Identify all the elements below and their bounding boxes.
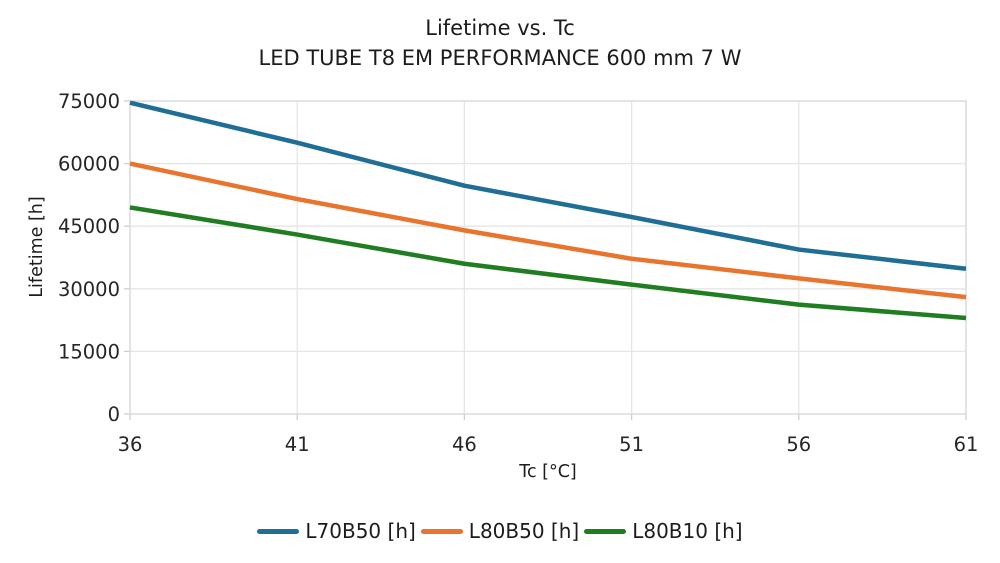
series-line-l70b50 bbox=[129, 100, 967, 272]
plot-frame bbox=[129, 100, 967, 415]
x-tick-label-51: 51 bbox=[619, 433, 644, 456]
x-tick-label-41: 41 bbox=[285, 433, 310, 456]
legend-label: L70B50 [h] bbox=[305, 519, 416, 543]
x-tick-label-36: 36 bbox=[118, 433, 143, 456]
legend-item-l80b50: L80B50 [h] bbox=[420, 519, 580, 543]
x-tick-label-46: 46 bbox=[452, 433, 477, 456]
x-tick-label-61: 61 bbox=[954, 433, 979, 456]
legend-label: L80B10 [h] bbox=[632, 519, 743, 543]
legend-label: L80B50 [h] bbox=[468, 519, 580, 543]
chart-legend: L70B50 [h] L80B50 [h] L80B10 [h] bbox=[0, 519, 1000, 543]
y-tick-label-0: 0 bbox=[108, 403, 120, 426]
y-tick-label-45000: 45000 bbox=[58, 215, 120, 238]
legend-swatch-icon bbox=[257, 528, 300, 534]
legend-item-l80b10: L80B10 [h] bbox=[584, 519, 743, 543]
x-tick-label-56: 56 bbox=[786, 433, 811, 456]
legend-item-l70b50: L70B50 [h] bbox=[257, 519, 416, 543]
chart-subtitle: LED TUBE T8 EM PERFORMANCE 600 mm 7 W bbox=[258, 46, 742, 70]
y-tick-label-60000: 60000 bbox=[58, 153, 120, 176]
chart-title: Lifetime vs. Tc bbox=[425, 16, 575, 40]
legend-swatch-icon bbox=[420, 528, 463, 534]
y-tick-label-30000: 30000 bbox=[58, 278, 120, 301]
y-tick-label-15000: 15000 bbox=[58, 340, 120, 363]
series-line-l80b10 bbox=[129, 205, 967, 321]
series-line-l80b50 bbox=[129, 161, 967, 300]
y-axis-title: Lifetime [h] bbox=[27, 196, 47, 298]
legend-swatch-icon bbox=[584, 528, 627, 534]
x-axis-title: Tc [°C] bbox=[519, 462, 577, 482]
y-tick-label-75000: 75000 bbox=[58, 90, 120, 113]
